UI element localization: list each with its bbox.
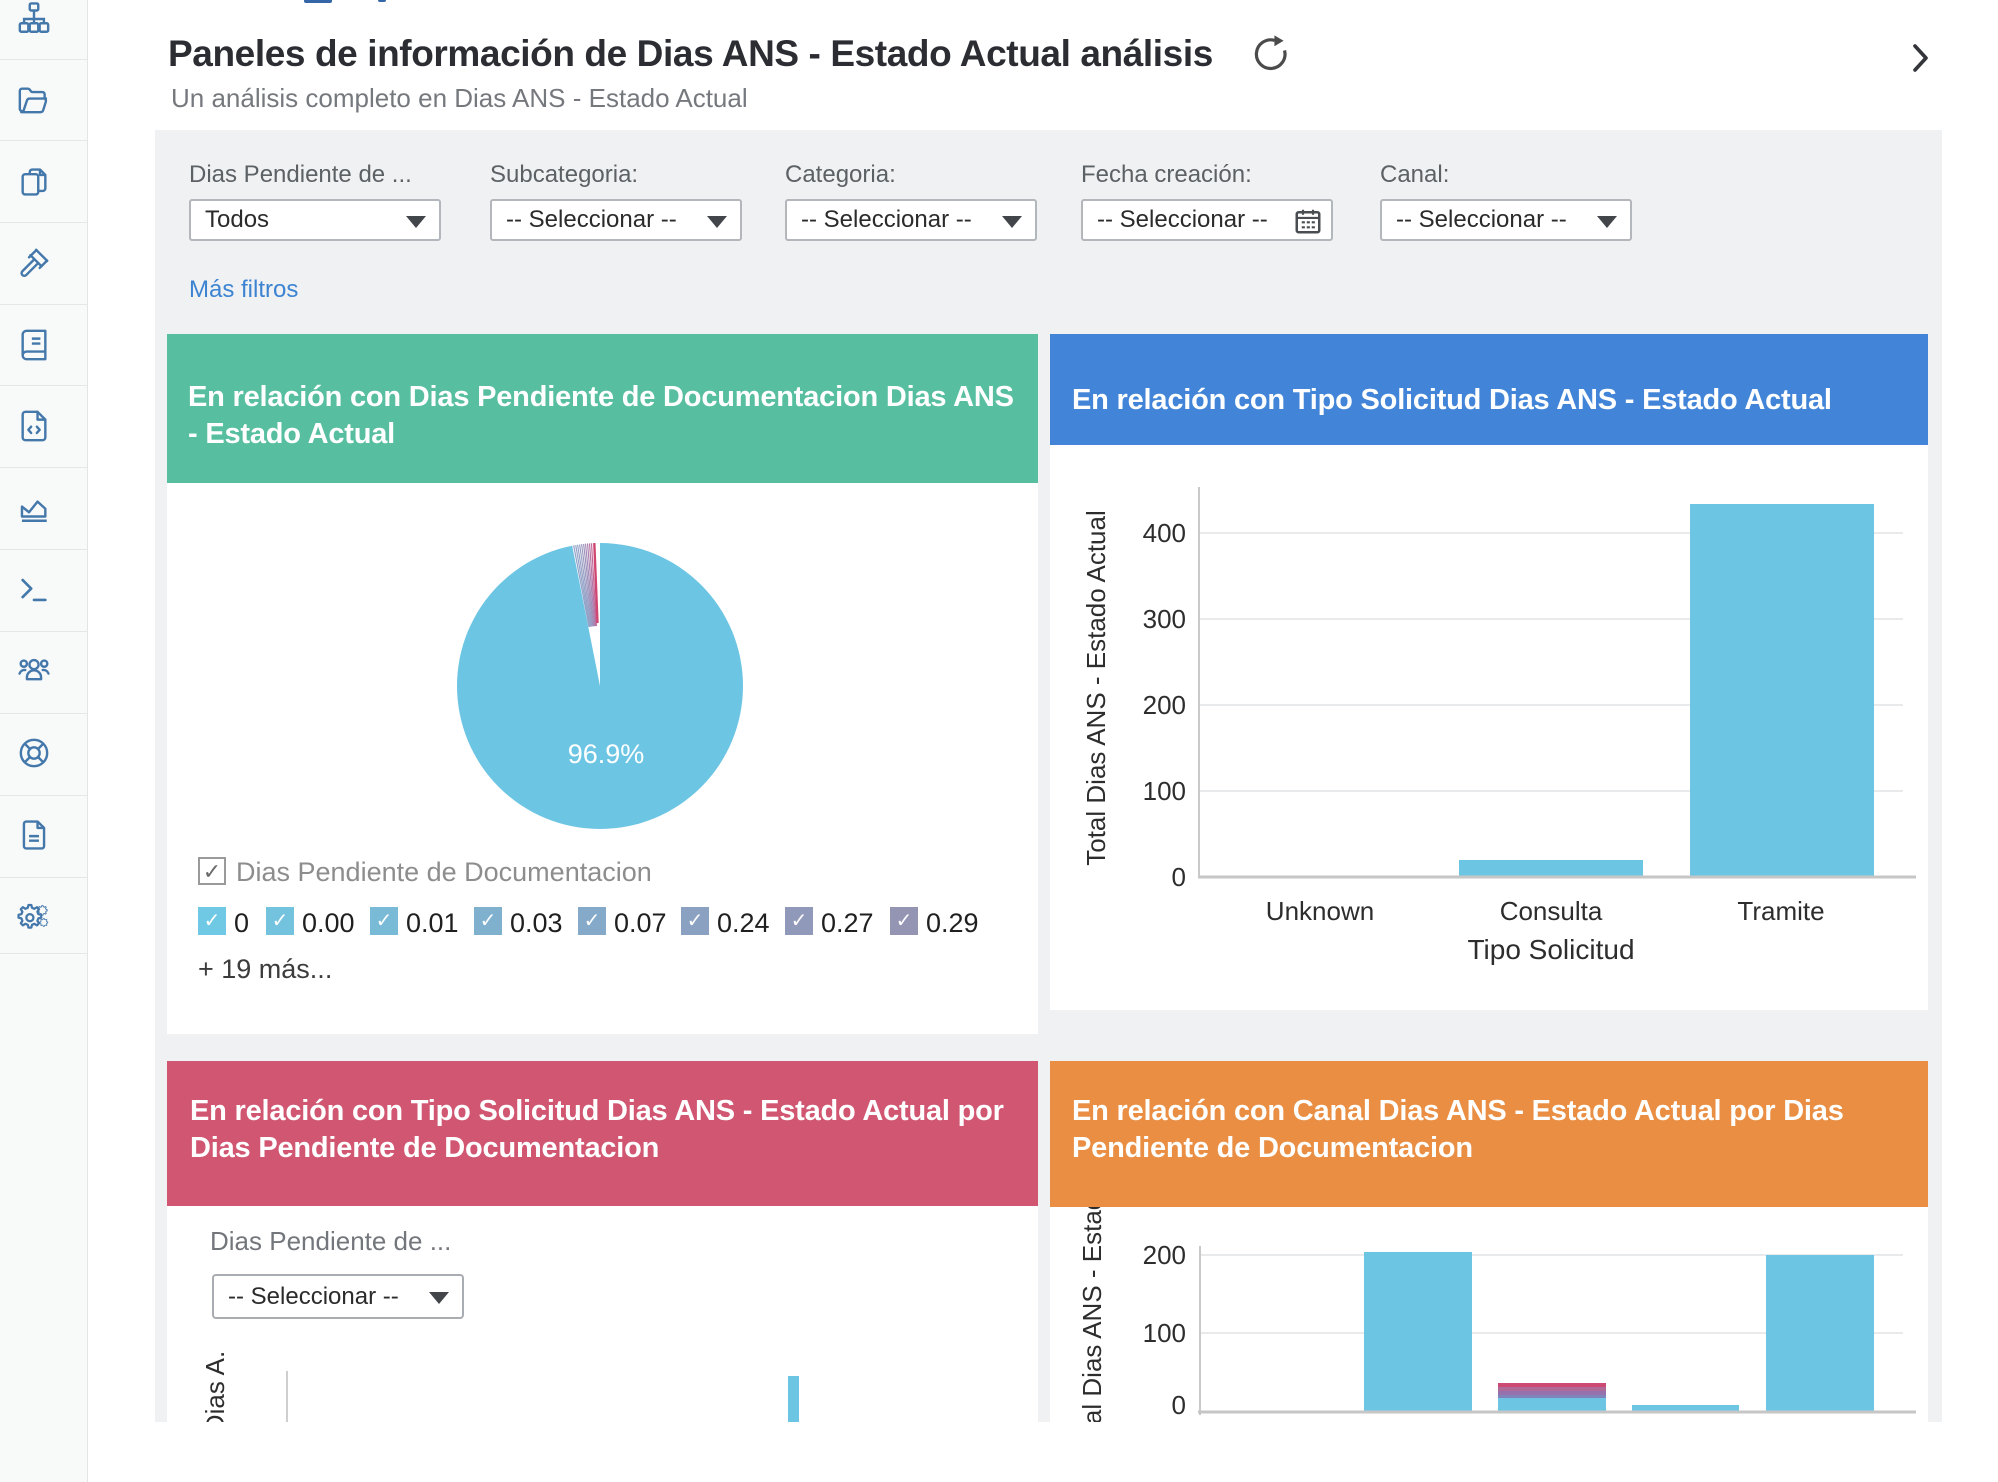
svg-text:200: 200 (1143, 1240, 1186, 1270)
svg-text:Tramite: Tramite (1737, 896, 1824, 926)
svg-text:Total Dias ANS - Estado Actual: Total Dias ANS - Estado Actual (1077, 1207, 1107, 1422)
svg-text:Tipo Solicitud: Tipo Solicitud (1467, 934, 1634, 965)
svg-text:100: 100 (1143, 1318, 1186, 1348)
svg-text:0: 0 (1172, 862, 1186, 892)
svg-text:0: 0 (1172, 1390, 1186, 1420)
svg-text:96.9%: 96.9% (568, 739, 645, 769)
svg-text:200: 200 (1143, 690, 1186, 720)
svg-text:100: 100 (1143, 776, 1186, 806)
svg-text:Consulta: Consulta (1500, 896, 1603, 926)
svg-text:Total Dias ANS - Estado Actual: Total Dias ANS - Estado Actual (1081, 510, 1111, 866)
svg-text:Dias A.: Dias A. (200, 1351, 230, 1422)
svg-text:300: 300 (1143, 604, 1186, 634)
svg-text:Unknown: Unknown (1266, 896, 1374, 926)
svg-text:400: 400 (1143, 518, 1186, 548)
